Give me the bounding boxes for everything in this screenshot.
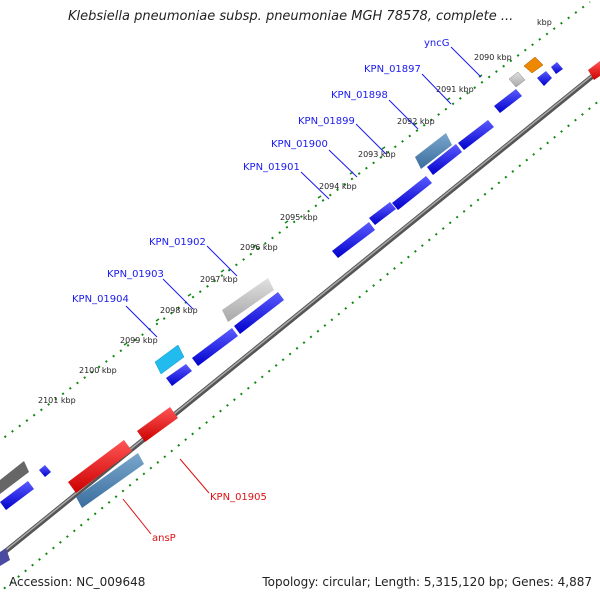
gene-feature-KPN_01897[interactable] (494, 89, 522, 113)
inner-tick-track (0, 99, 600, 594)
tick-label-2095: 2095 kbp (280, 213, 318, 222)
tick-label-2101: 2101 kbp (38, 396, 76, 405)
tick-label-2096: 2096 kbp (240, 243, 278, 252)
tick-label-2091: 2091 kbp (436, 85, 474, 94)
other-features (0, 133, 452, 566)
genome-backbone (0, 66, 600, 560)
gene-label-KPN_01904[interactable]: KPN_01904 (72, 294, 129, 305)
gene-feature-KPN_01901-b[interactable] (332, 222, 375, 258)
tick-leaders (123, 74, 483, 346)
tick-label-partial: kbp (537, 18, 552, 27)
gene-feature-small-gray[interactable] (508, 71, 526, 88)
tick-label-2093: 2093 kbp (358, 150, 396, 159)
gene-feature-ansP-red[interactable] (68, 440, 132, 493)
outer-tick-track (0, 1, 591, 442)
gene-label-ansP[interactable]: ansP (152, 533, 176, 544)
tick-label-2099: 2099 kbp (120, 336, 158, 345)
gene-feature-left-blue[interactable] (0, 481, 34, 510)
gene-feature-KPN_01900[interactable] (392, 176, 432, 210)
tick-label-2090: 2090 kbp (474, 53, 512, 62)
gene-label-yncG[interactable]: yncG (424, 38, 450, 49)
tick-label-2092: 2092 kbp (397, 117, 435, 126)
genome-stats-label: Topology: circular; Length: 5,315,120 bp… (262, 575, 592, 589)
gene-feature-cyan[interactable] (154, 344, 185, 375)
forward-strand-features (0, 56, 600, 510)
gene-feature-KPN_01903[interactable] (192, 328, 238, 366)
gene-label-KPN_01899[interactable]: KPN_01899 (298, 116, 355, 127)
gene-feature-KPN_01904[interactable] (166, 364, 192, 386)
tick-labels: 2090 kbp 2091 kbp 2092 kbp 2093 kbp 2094… (38, 18, 552, 405)
gene-label-KPN_01897[interactable]: KPN_01897 (364, 64, 421, 75)
gene-feature-KPN_01902[interactable] (234, 292, 284, 334)
gene-label-KPN_01902[interactable]: KPN_01902 (149, 237, 206, 248)
gene-feature-KPN_01901-a[interactable] (369, 202, 396, 225)
gene-feature-purple-left[interactable] (0, 548, 10, 566)
gene-label-leaders (122, 46, 482, 535)
gene-label-KPN_01903[interactable]: KPN_01903 (107, 269, 164, 280)
accession-label: Accession: NC_009648 (9, 575, 146, 589)
tick-label-2094: 2094 kbp (319, 182, 357, 191)
gene-feature-right-blue-2[interactable] (551, 62, 563, 74)
gene-feature-left-blue-small[interactable] (39, 465, 51, 477)
gene-label-KPN_01900[interactable]: KPN_01900 (271, 139, 328, 150)
gene-feature-ansP[interactable] (76, 453, 144, 508)
tick-label-2097: 2097 kbp (200, 275, 238, 284)
map-title: Klebsiella pneumoniae subsp. pneumoniae … (68, 9, 514, 24)
gene-feature-gray-left[interactable] (0, 461, 29, 494)
tick-label-2100: 2100 kbp (79, 366, 117, 375)
gene-feature-KPN_01905[interactable] (137, 407, 178, 442)
gene-feature-steel-top[interactable] (415, 133, 452, 169)
gene-feature-right-red[interactable] (588, 61, 600, 80)
gene-feature-right-blue-1[interactable] (537, 71, 552, 86)
gene-labels: yncG KPN_01897 KPN_01898 KPN_01899 KPN_0… (72, 38, 450, 544)
gene-feature-gray-mid[interactable] (222, 278, 274, 322)
gene-label-KPN_01901[interactable]: KPN_01901 (243, 162, 300, 173)
reverse-strand-features (68, 407, 178, 508)
gene-label-KPN_01898[interactable]: KPN_01898 (331, 90, 388, 101)
gene-feature-KPN_01899-a[interactable] (427, 144, 462, 175)
gene-feature-KPN_01898[interactable] (458, 120, 494, 150)
gene-label-KPN_01905[interactable]: KPN_01905 (210, 492, 267, 503)
tick-label-2098: 2098 kbp (160, 306, 198, 315)
gene-feature-yncG[interactable] (523, 56, 544, 74)
